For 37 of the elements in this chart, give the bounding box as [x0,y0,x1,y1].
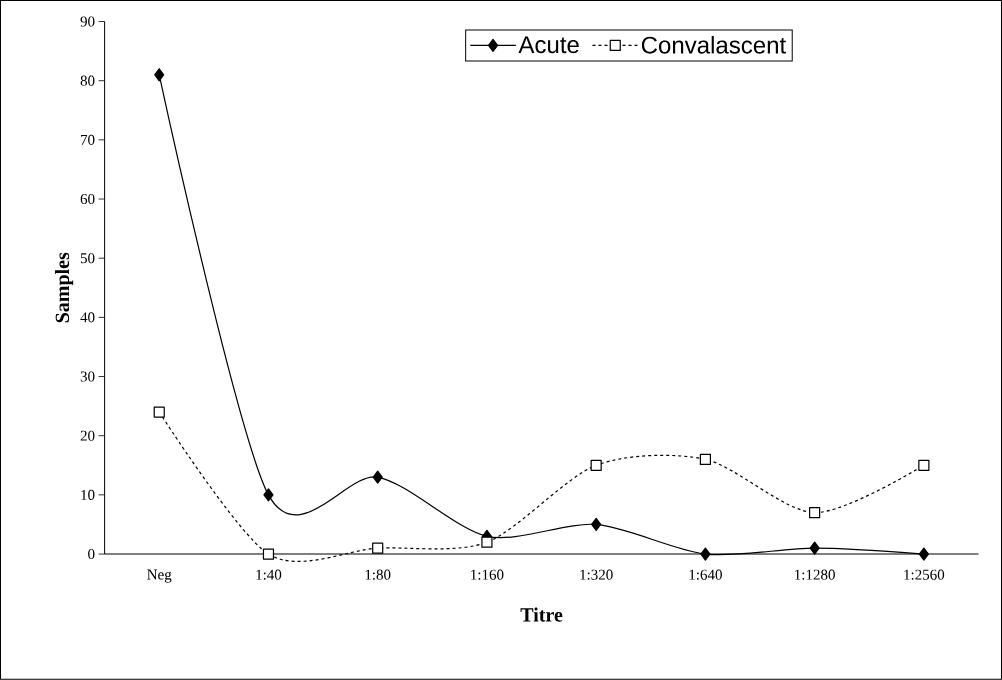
x-tick-label: 1:40 [256,569,282,580]
x-tick-label: 1:640 [689,569,722,580]
y-tick-label: 80 [80,75,95,86]
point [372,470,383,484]
y-tick-label: 40 [80,312,95,323]
y-tick-label: 60 [80,194,95,205]
y-tick-label: 70 [81,134,95,146]
point [481,536,493,548]
point [262,548,275,560]
x-tick-label: Neg [147,569,172,583]
point [372,542,384,554]
y-tick-label: 0 [88,549,95,560]
y-axis-title: Samples [55,252,74,323]
point [809,541,820,555]
point [918,459,930,472]
point [918,547,929,561]
point [153,406,165,418]
y-tick-label: 90 [80,16,95,27]
y-tick-label: 10 [81,489,95,501]
point [591,518,602,532]
x-tick-label: 1:320 [580,569,613,580]
x-tick-label: 1:2560 [904,569,945,580]
legend-label: Convalascent [641,36,787,54]
point [700,547,711,561]
point [590,459,602,472]
point [809,507,821,519]
y-tick-label: 20 [80,430,95,441]
point [154,68,165,82]
x-axis-title: Titre [520,607,563,622]
point [699,453,711,466]
x-tick-label: 1:160 [471,569,504,580]
point [263,488,274,502]
y-tick-label: 50 [80,253,95,264]
x-tick-label: 1:1280 [795,569,835,580]
y-tick-label: 30 [80,371,95,382]
x-tick-label: 1:80 [365,569,391,580]
legend-label: Acute [518,36,579,54]
